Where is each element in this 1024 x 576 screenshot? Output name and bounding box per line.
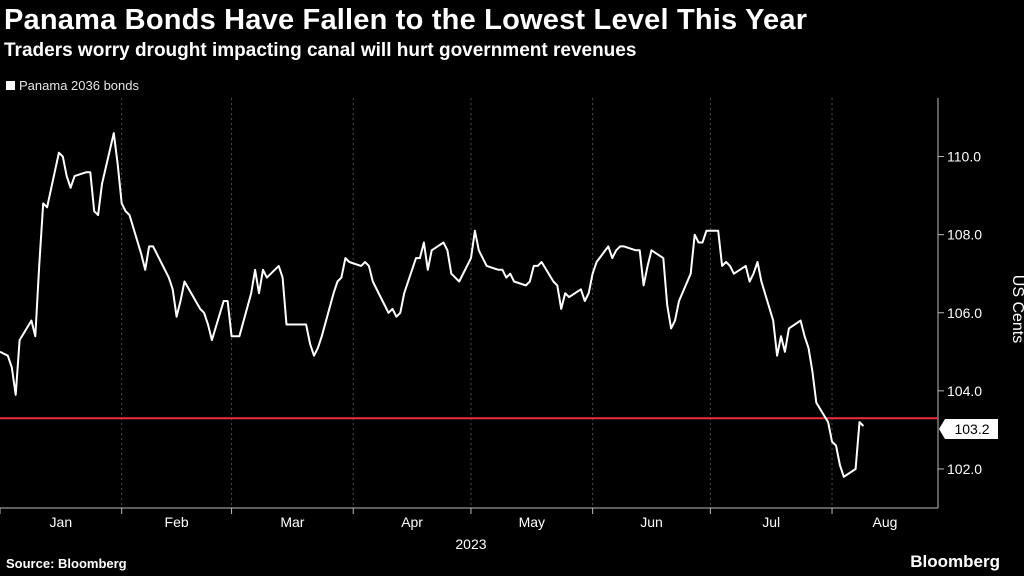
last-value-callout [939,419,998,439]
x-tick-label: Jun [640,514,663,530]
x-tick-label: Feb [165,514,189,530]
x-tick-label: Aug [873,514,898,530]
last-value-label: 103.2 [954,421,989,437]
x-axis-title: 2023 [455,536,486,552]
legend-swatch [6,81,15,90]
x-tick-label: Jan [50,514,73,530]
chart-subtitle: Traders worry drought impacting canal wi… [4,40,637,61]
y-tick-label: 104.0 [947,383,982,399]
y-tick-label: 102.0 [947,461,982,477]
y-tick-label: 110.0 [947,149,981,165]
x-tick-label: Apr [401,514,423,530]
bloomberg-logo: Bloomberg [910,552,1000,571]
legend: Panama 2036 bonds [6,78,139,93]
source-note: Source: Bloomberg [6,556,127,571]
legend-label: Panama 2036 bonds [19,78,139,93]
chart-title: Panama Bonds Have Fallen to the Lowest L… [4,4,808,36]
y-tick-label: 106.0 [947,305,982,321]
x-tick-label: Mar [280,514,304,530]
x-tick-label: Jul [762,514,780,530]
series-line-panama-2036 [0,132,865,478]
x-tick-label: May [519,514,545,530]
y-tick-label: 108.0 [947,227,982,243]
y-axis-title: US Cents [1009,275,1024,343]
